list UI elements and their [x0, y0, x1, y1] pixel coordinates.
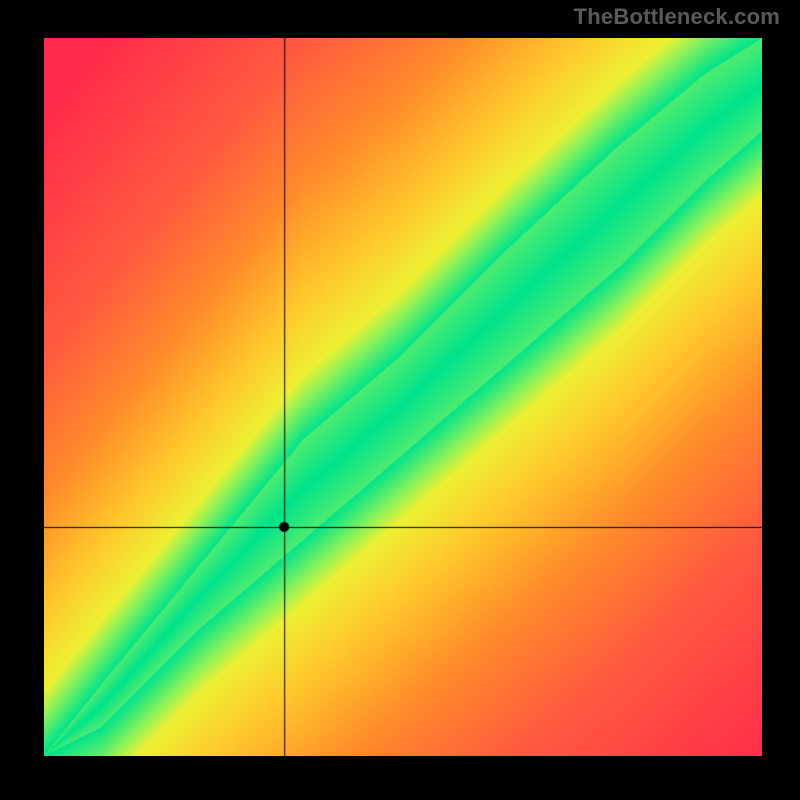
chart-frame: TheBottleneck.com	[0, 0, 800, 800]
bottleneck-heatmap	[44, 38, 762, 756]
attribution-text: TheBottleneck.com	[574, 4, 780, 30]
